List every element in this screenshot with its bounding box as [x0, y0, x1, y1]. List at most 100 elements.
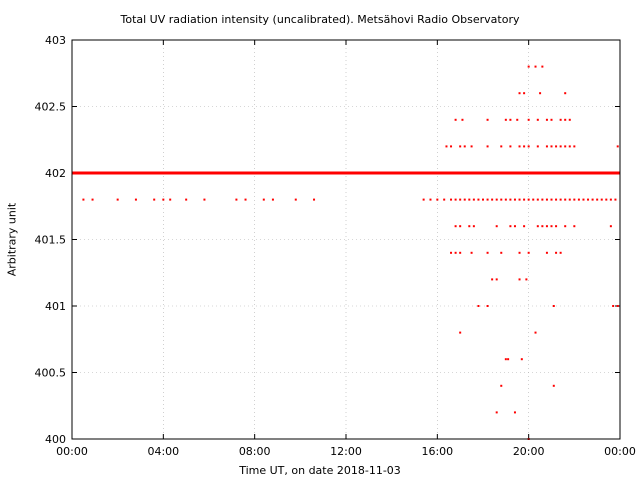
data-point — [596, 198, 599, 201]
data-point — [564, 118, 567, 121]
data-point — [612, 305, 615, 307]
data-point — [486, 198, 489, 201]
data-point — [518, 251, 521, 254]
y-tick-label: 400.5 — [35, 367, 67, 380]
data-point — [555, 225, 558, 228]
data-point — [134, 198, 137, 201]
data-point — [422, 198, 425, 201]
data-point — [600, 198, 603, 201]
data-point — [459, 251, 462, 254]
data-point — [532, 198, 535, 201]
data-point — [518, 198, 521, 201]
y-tick-label: 402.5 — [35, 101, 67, 114]
data-point — [545, 225, 548, 228]
data-point — [555, 198, 558, 201]
data-point — [545, 251, 548, 254]
data-point — [500, 145, 503, 148]
data-point — [559, 118, 562, 121]
data-point — [552, 384, 555, 387]
data-point — [244, 198, 247, 201]
data-point — [573, 198, 576, 201]
data-point — [504, 118, 507, 121]
data-point — [450, 198, 453, 201]
data-point — [459, 331, 462, 334]
data-point — [262, 198, 265, 201]
data-point — [564, 225, 567, 228]
data-point — [459, 145, 462, 148]
data-point — [527, 198, 530, 201]
x-tick-label: 08:00 — [239, 445, 271, 458]
x-tick-label: 00:00 — [604, 445, 636, 458]
data-point — [545, 118, 548, 121]
data-point — [513, 411, 516, 414]
data-point — [169, 198, 172, 201]
data-point — [523, 225, 526, 228]
data-point — [568, 145, 571, 148]
data-point — [509, 145, 512, 148]
data-point — [454, 198, 457, 201]
data-point — [116, 198, 119, 201]
data-point — [564, 92, 567, 95]
data-point — [614, 198, 617, 201]
data-point — [536, 198, 539, 201]
data-point — [495, 411, 498, 414]
data-point — [504, 358, 507, 361]
data-point — [525, 278, 528, 281]
y-tick-label: 403 — [45, 34, 66, 47]
chart-title: Total UV radiation intensity (uncalibrat… — [120, 13, 520, 26]
data-point — [162, 198, 165, 201]
data-point — [459, 198, 462, 201]
data-point — [500, 251, 503, 254]
data-point — [559, 251, 562, 254]
data-point — [450, 251, 453, 254]
data-point — [504, 198, 507, 201]
data-point — [573, 145, 576, 148]
data-point — [564, 145, 567, 148]
data-point — [513, 198, 516, 201]
data-point — [587, 198, 590, 201]
data-point — [534, 65, 537, 68]
data-point — [582, 198, 585, 201]
data-point — [500, 384, 503, 387]
data-point — [527, 145, 530, 148]
data-point — [605, 198, 608, 201]
x-tick-label: 20:00 — [513, 445, 545, 458]
data-point — [509, 118, 512, 121]
data-point — [577, 198, 580, 201]
data-point — [482, 198, 484, 201]
data-point — [454, 225, 457, 228]
data-point — [271, 198, 274, 201]
data-point — [523, 198, 526, 201]
data-point — [495, 225, 498, 228]
data-point — [527, 65, 530, 68]
data-point — [523, 92, 526, 95]
data-point — [564, 198, 567, 201]
x-tick-label: 12:00 — [330, 445, 362, 458]
y-tick-label: 400 — [45, 433, 66, 446]
plot-frame — [71, 39, 621, 440]
data-point — [550, 145, 553, 148]
data-point — [507, 358, 510, 361]
data-point — [477, 198, 480, 201]
data-point — [454, 118, 457, 121]
data-point — [534, 331, 537, 334]
y-tick-label: 401 — [45, 300, 66, 313]
data-point — [536, 118, 539, 121]
data-point — [472, 198, 475, 201]
data-point — [516, 118, 519, 121]
data-point — [541, 65, 544, 68]
data-point — [500, 198, 503, 201]
data-point — [470, 251, 473, 254]
data-point — [513, 225, 516, 228]
data-point — [591, 198, 594, 201]
data-point — [518, 92, 521, 95]
data-point — [313, 198, 316, 201]
data-point — [568, 198, 571, 201]
x-tick-label: 16:00 — [421, 445, 453, 458]
x-axis-label: Time UT, on date 2018-11-03 — [239, 464, 401, 477]
data-point — [552, 305, 555, 307]
data-point — [509, 225, 512, 228]
data-point — [436, 198, 439, 201]
data-point — [555, 251, 558, 254]
